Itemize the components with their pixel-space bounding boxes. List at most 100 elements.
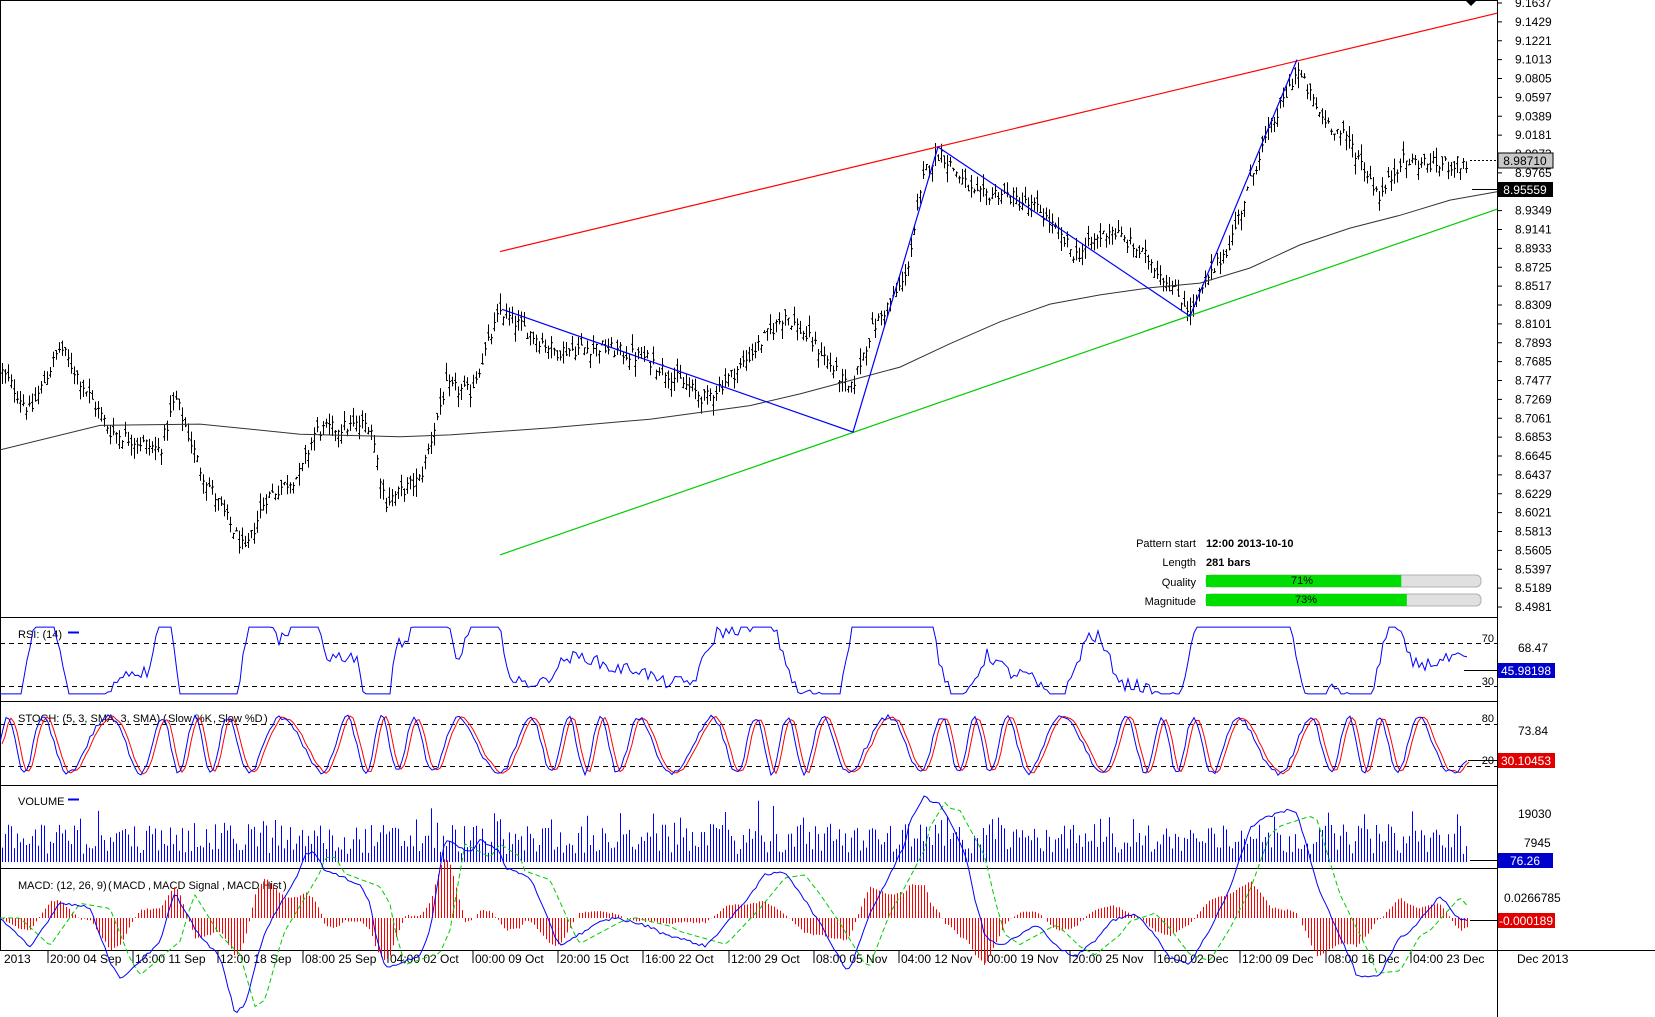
stoch-slow-k-line: [0, 713, 1468, 777]
stoch-axis-tick: 73.84: [1518, 724, 1548, 738]
price-tick-label: 8.9349: [1515, 204, 1552, 218]
pattern-start-label: Pattern start: [1136, 538, 1196, 550]
macd-series-name: MACD: [113, 880, 145, 892]
time-tick-label: 12:00 09 Dec: [1242, 952, 1313, 966]
macd-signal-line: [0, 801, 1468, 1008]
price-tick-label: 8.9141: [1515, 223, 1552, 237]
macd-line: [0, 795, 1468, 1014]
quality-value: 71%: [1291, 575, 1313, 587]
stoch-title: STOCH: (5, 3, SMA, 3, SMA): [18, 713, 160, 725]
stoch-indicator: STOCH: (5, 3, SMA, 3, SMA) ( Slow %K , S…: [0, 713, 1555, 777]
volume-indicator: VOLUME 19030 7945 76.26: [2, 796, 1553, 868]
svg-text:(: (: [108, 880, 112, 892]
price-tick-label: 9.0389: [1515, 109, 1552, 123]
price-tick-label: 8.7269: [1515, 392, 1552, 406]
price-bars: [1, 62, 1468, 554]
time-tick-label: 08:00 25 Sep: [305, 952, 377, 966]
time-tick-label: Dec 2013: [1517, 952, 1569, 966]
rsi-indicator: RSI: (14) 70 30 68.47 45.98198: [0, 625, 1555, 695]
macd-axis-tick: 0.0266785: [1504, 891, 1561, 905]
stoch-slow-d-line: [1, 715, 1470, 775]
magnitude-label: Magnitude: [1145, 596, 1196, 608]
moving-average-line: [0, 191, 1498, 451]
volume-axis-tick-2: 7945: [1524, 836, 1551, 850]
price-tick-label: 9.1429: [1515, 15, 1552, 29]
price-tick-label: 9.0181: [1515, 128, 1552, 142]
time-tick-label: 08:00 05 Nov: [816, 952, 887, 966]
macd-current-value: -0.000189: [1499, 914, 1553, 928]
volume-title: VOLUME: [18, 796, 64, 808]
svg-text:): ): [264, 713, 268, 725]
svg-text:,: ,: [148, 880, 151, 892]
resistance-line: [499, 12, 1498, 253]
svg-text:): ): [283, 880, 287, 892]
time-tick-label: 20:00 15 Oct: [560, 952, 629, 966]
magnitude-bar: [1206, 594, 1407, 606]
time-tick-label: 12:00 29 Oct: [731, 952, 800, 966]
price-tick-label: 8.8101: [1515, 317, 1552, 331]
price-tick-label: 8.6229: [1515, 487, 1552, 501]
quality-label: Quality: [1162, 577, 1197, 589]
current-price-value: 8.98710: [1503, 154, 1547, 168]
time-tick-label: 00:00 09 Oct: [475, 952, 544, 966]
price-tick-label: 8.7477: [1515, 374, 1552, 388]
macd-title: MACD: (12, 26, 9): [18, 880, 107, 892]
time-tick-label: 04:00 12 Nov: [901, 952, 972, 966]
scroll-marker-icon[interactable]: [1465, 0, 1477, 6]
macd-histogram: [0, 859, 1468, 965]
rsi-title: RSI: (14): [18, 629, 62, 641]
price-tick-label: 9.0597: [1515, 90, 1552, 104]
stoch-d-name: Slow %D: [218, 713, 263, 725]
price-tick-label: 8.7893: [1515, 336, 1552, 350]
price-tick-label: 9.1637: [1515, 0, 1552, 10]
time-tick-label: 08:00 16 Dec: [1328, 952, 1399, 966]
macd-indicator: MACD: (12, 26, 9) ( MACD , MACD Signal ,…: [0, 795, 1561, 1014]
price-tick-label: 8.8309: [1515, 298, 1552, 312]
price-tick-label: 8.5813: [1515, 525, 1552, 539]
volume-current-value: 76.26: [1510, 854, 1540, 868]
rsi-level-30: 30: [1482, 676, 1494, 688]
price-tick-label: 8.6645: [1515, 449, 1552, 463]
price-tick-label: 8.5605: [1515, 543, 1552, 557]
time-tick-label: 12:00 18 Sep: [220, 952, 292, 966]
pattern-start-value: 12:00 2013-10-10: [1206, 538, 1293, 550]
time-tick-label: 2013: [4, 952, 31, 966]
moving-average-value: 8.95559: [1503, 183, 1547, 197]
current-price-tag: 8.98710: [1470, 152, 1554, 169]
rsi-current-value: 45.98198: [1501, 664, 1551, 678]
volume-bars: [2, 800, 1467, 862]
time-tick-label: 04:00 02 Oct: [390, 952, 459, 966]
stoch-k-name: Slow %K: [168, 713, 213, 725]
price-tick-label: 8.8933: [1515, 241, 1552, 255]
price-axis-ticks: 9.1637 9.1429 9.1221 9.1013 9.0805 9.0597 9.03…: [1497, 0, 1552, 614]
price-tick-label: 8.5397: [1515, 562, 1552, 576]
time-tick-label: 00:00 19 Nov: [987, 952, 1058, 966]
rsi-axis-tick: 68.47: [1518, 641, 1548, 655]
time-tick-label: 20:00 04 Sep: [50, 952, 122, 966]
time-tick-label: 20:00 25 Nov: [1072, 952, 1143, 966]
macd-signal-name: MACD Signal: [153, 880, 219, 892]
time-tick-label: 04:00 23 Dec: [1413, 952, 1484, 966]
pattern-length-label: Length: [1162, 557, 1196, 569]
svg-text:,: ,: [222, 880, 225, 892]
price-tick-label: 9.1221: [1515, 34, 1552, 48]
price-tick-label: 8.9765: [1515, 166, 1552, 180]
price-tick-label: 9.1013: [1515, 53, 1552, 67]
price-panel: [0, 0, 1498, 618]
time-tick-label: 16:00 11 Sep: [135, 952, 206, 966]
price-tick-label: 8.6437: [1515, 468, 1552, 482]
rsi-level-70: 70: [1482, 633, 1494, 645]
price-tick-label: 8.5189: [1515, 581, 1552, 595]
price-tick-label: 8.8725: [1515, 260, 1552, 274]
pattern-length-value: 281 bars: [1206, 557, 1251, 569]
price-tick-label: 9.0805: [1515, 72, 1552, 86]
svg-text:(: (: [163, 713, 167, 725]
support-line: [499, 208, 1498, 556]
time-tick-label: 16:00 22 Oct: [645, 952, 714, 966]
price-tick-label: 8.6021: [1515, 506, 1552, 520]
pattern-info: Pattern start 12:00 2013-10-10 Length 28…: [1136, 538, 1482, 608]
rsi-line: [0, 625, 1468, 695]
price-tick-label: 8.4981: [1515, 600, 1552, 614]
